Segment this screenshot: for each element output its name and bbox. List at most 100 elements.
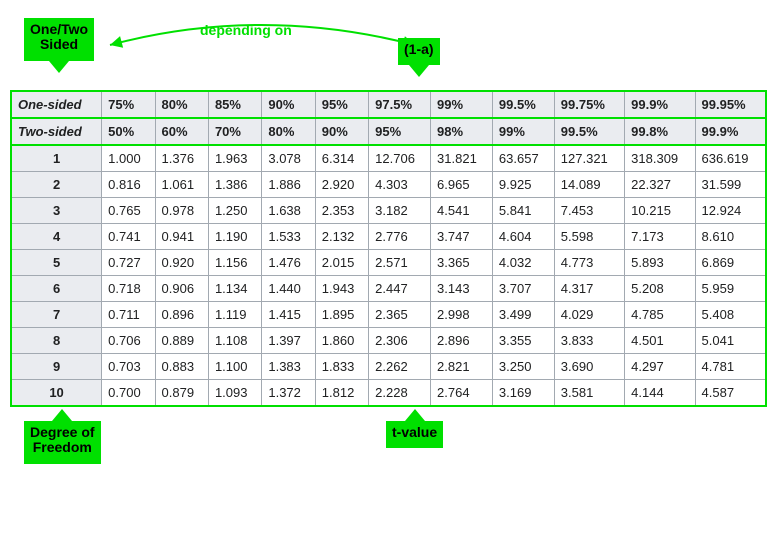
df-cell: 9 [11, 354, 102, 380]
label-one-minus-a: (1-a) [398, 38, 440, 65]
value-cell: 0.765 [102, 198, 155, 224]
value-cell: 8.610 [695, 224, 766, 250]
value-cell: 1.376 [155, 145, 208, 172]
header-cell: 99.5% [492, 91, 554, 118]
value-cell: 2.571 [369, 250, 431, 276]
value-cell: 1.156 [208, 250, 261, 276]
header-cell: 99.75% [554, 91, 624, 118]
df-cell: 5 [11, 250, 102, 276]
value-cell: 6.314 [315, 145, 368, 172]
value-cell: 12.924 [695, 198, 766, 224]
value-cell: 63.657 [492, 145, 554, 172]
value-cell: 7.173 [625, 224, 695, 250]
value-cell: 127.321 [554, 145, 624, 172]
value-cell: 6.869 [695, 250, 766, 276]
df-cell: 3 [11, 198, 102, 224]
value-cell: 1.415 [262, 302, 315, 328]
header-cell: 95% [369, 118, 431, 145]
value-cell: 0.883 [155, 354, 208, 380]
table-row: 11.0001.3761.9633.0786.31412.70631.82163… [11, 145, 766, 172]
value-cell: 0.718 [102, 276, 155, 302]
value-cell: 1.372 [262, 380, 315, 407]
value-cell: 4.587 [695, 380, 766, 407]
table-header: One-sided75%80%85%90%95%97.5%99%99.5%99.… [11, 91, 766, 145]
value-cell: 3.078 [262, 145, 315, 172]
df-cell: 2 [11, 172, 102, 198]
value-cell: 1.397 [262, 328, 315, 354]
value-cell: 9.925 [492, 172, 554, 198]
value-cell: 1.386 [208, 172, 261, 198]
value-cell: 1.061 [155, 172, 208, 198]
value-cell: 4.297 [625, 354, 695, 380]
value-cell: 1.812 [315, 380, 368, 407]
value-cell: 3.182 [369, 198, 431, 224]
value-cell: 10.215 [625, 198, 695, 224]
value-cell: 0.941 [155, 224, 208, 250]
value-cell: 3.499 [492, 302, 554, 328]
value-cell: 12.706 [369, 145, 431, 172]
value-cell: 4.773 [554, 250, 624, 276]
df-cell: 10 [11, 380, 102, 407]
df-cell: 1 [11, 145, 102, 172]
value-cell: 1.476 [262, 250, 315, 276]
header-row: One-sided75%80%85%90%95%97.5%99%99.5%99.… [11, 91, 766, 118]
value-cell: 5.959 [695, 276, 766, 302]
value-cell: 1.250 [208, 198, 261, 224]
header-cell: 99.9% [695, 118, 766, 145]
value-cell: 3.581 [554, 380, 624, 407]
value-cell: 0.706 [102, 328, 155, 354]
value-cell: 5.893 [625, 250, 695, 276]
value-cell: 4.032 [492, 250, 554, 276]
value-cell: 1.000 [102, 145, 155, 172]
value-cell: 2.262 [369, 354, 431, 380]
value-cell: 5.598 [554, 224, 624, 250]
value-cell: 2.228 [369, 380, 431, 407]
value-cell: 3.747 [431, 224, 493, 250]
value-cell: 1.638 [262, 198, 315, 224]
value-cell: 22.327 [625, 172, 695, 198]
value-cell: 3.833 [554, 328, 624, 354]
value-cell: 3.690 [554, 354, 624, 380]
value-cell: 1.833 [315, 354, 368, 380]
value-cell: 0.700 [102, 380, 155, 407]
value-cell: 2.776 [369, 224, 431, 250]
value-cell: 1.895 [315, 302, 368, 328]
value-cell: 2.015 [315, 250, 368, 276]
table-row: 40.7410.9411.1901.5332.1322.7763.7474.60… [11, 224, 766, 250]
value-cell: 31.821 [431, 145, 493, 172]
value-cell: 1.134 [208, 276, 261, 302]
header-cell: 50% [102, 118, 155, 145]
value-cell: 2.306 [369, 328, 431, 354]
value-cell: 2.132 [315, 224, 368, 250]
value-cell: 318.309 [625, 145, 695, 172]
value-cell: 0.896 [155, 302, 208, 328]
depending-on-text: depending on [200, 22, 292, 38]
value-cell: 4.303 [369, 172, 431, 198]
table-row: 70.7110.8961.1191.4151.8952.3652.9983.49… [11, 302, 766, 328]
value-cell: 2.764 [431, 380, 493, 407]
value-cell: 1.383 [262, 354, 315, 380]
value-cell: 2.365 [369, 302, 431, 328]
table-row: 50.7270.9201.1561.4762.0152.5713.3654.03… [11, 250, 766, 276]
header-cell: 99.5% [554, 118, 624, 145]
value-cell: 0.920 [155, 250, 208, 276]
t-distribution-table: One-sided75%80%85%90%95%97.5%99%99.5%99.… [10, 90, 767, 407]
value-cell: 1.943 [315, 276, 368, 302]
value-cell: 0.978 [155, 198, 208, 224]
value-cell: 14.089 [554, 172, 624, 198]
value-cell: 0.906 [155, 276, 208, 302]
value-cell: 4.781 [695, 354, 766, 380]
value-cell: 2.920 [315, 172, 368, 198]
value-cell: 3.365 [431, 250, 493, 276]
value-cell: 4.501 [625, 328, 695, 354]
table-row: 20.8161.0611.3861.8862.9204.3036.9659.92… [11, 172, 766, 198]
value-cell: 4.785 [625, 302, 695, 328]
df-cell: 4 [11, 224, 102, 250]
header-cell: 99.8% [625, 118, 695, 145]
table-row: 80.7060.8891.1081.3971.8602.3062.8963.35… [11, 328, 766, 354]
value-cell: 3.707 [492, 276, 554, 302]
value-cell: 4.029 [554, 302, 624, 328]
value-cell: 5.041 [695, 328, 766, 354]
value-cell: 2.353 [315, 198, 368, 224]
header-row-label: One-sided [11, 91, 102, 118]
